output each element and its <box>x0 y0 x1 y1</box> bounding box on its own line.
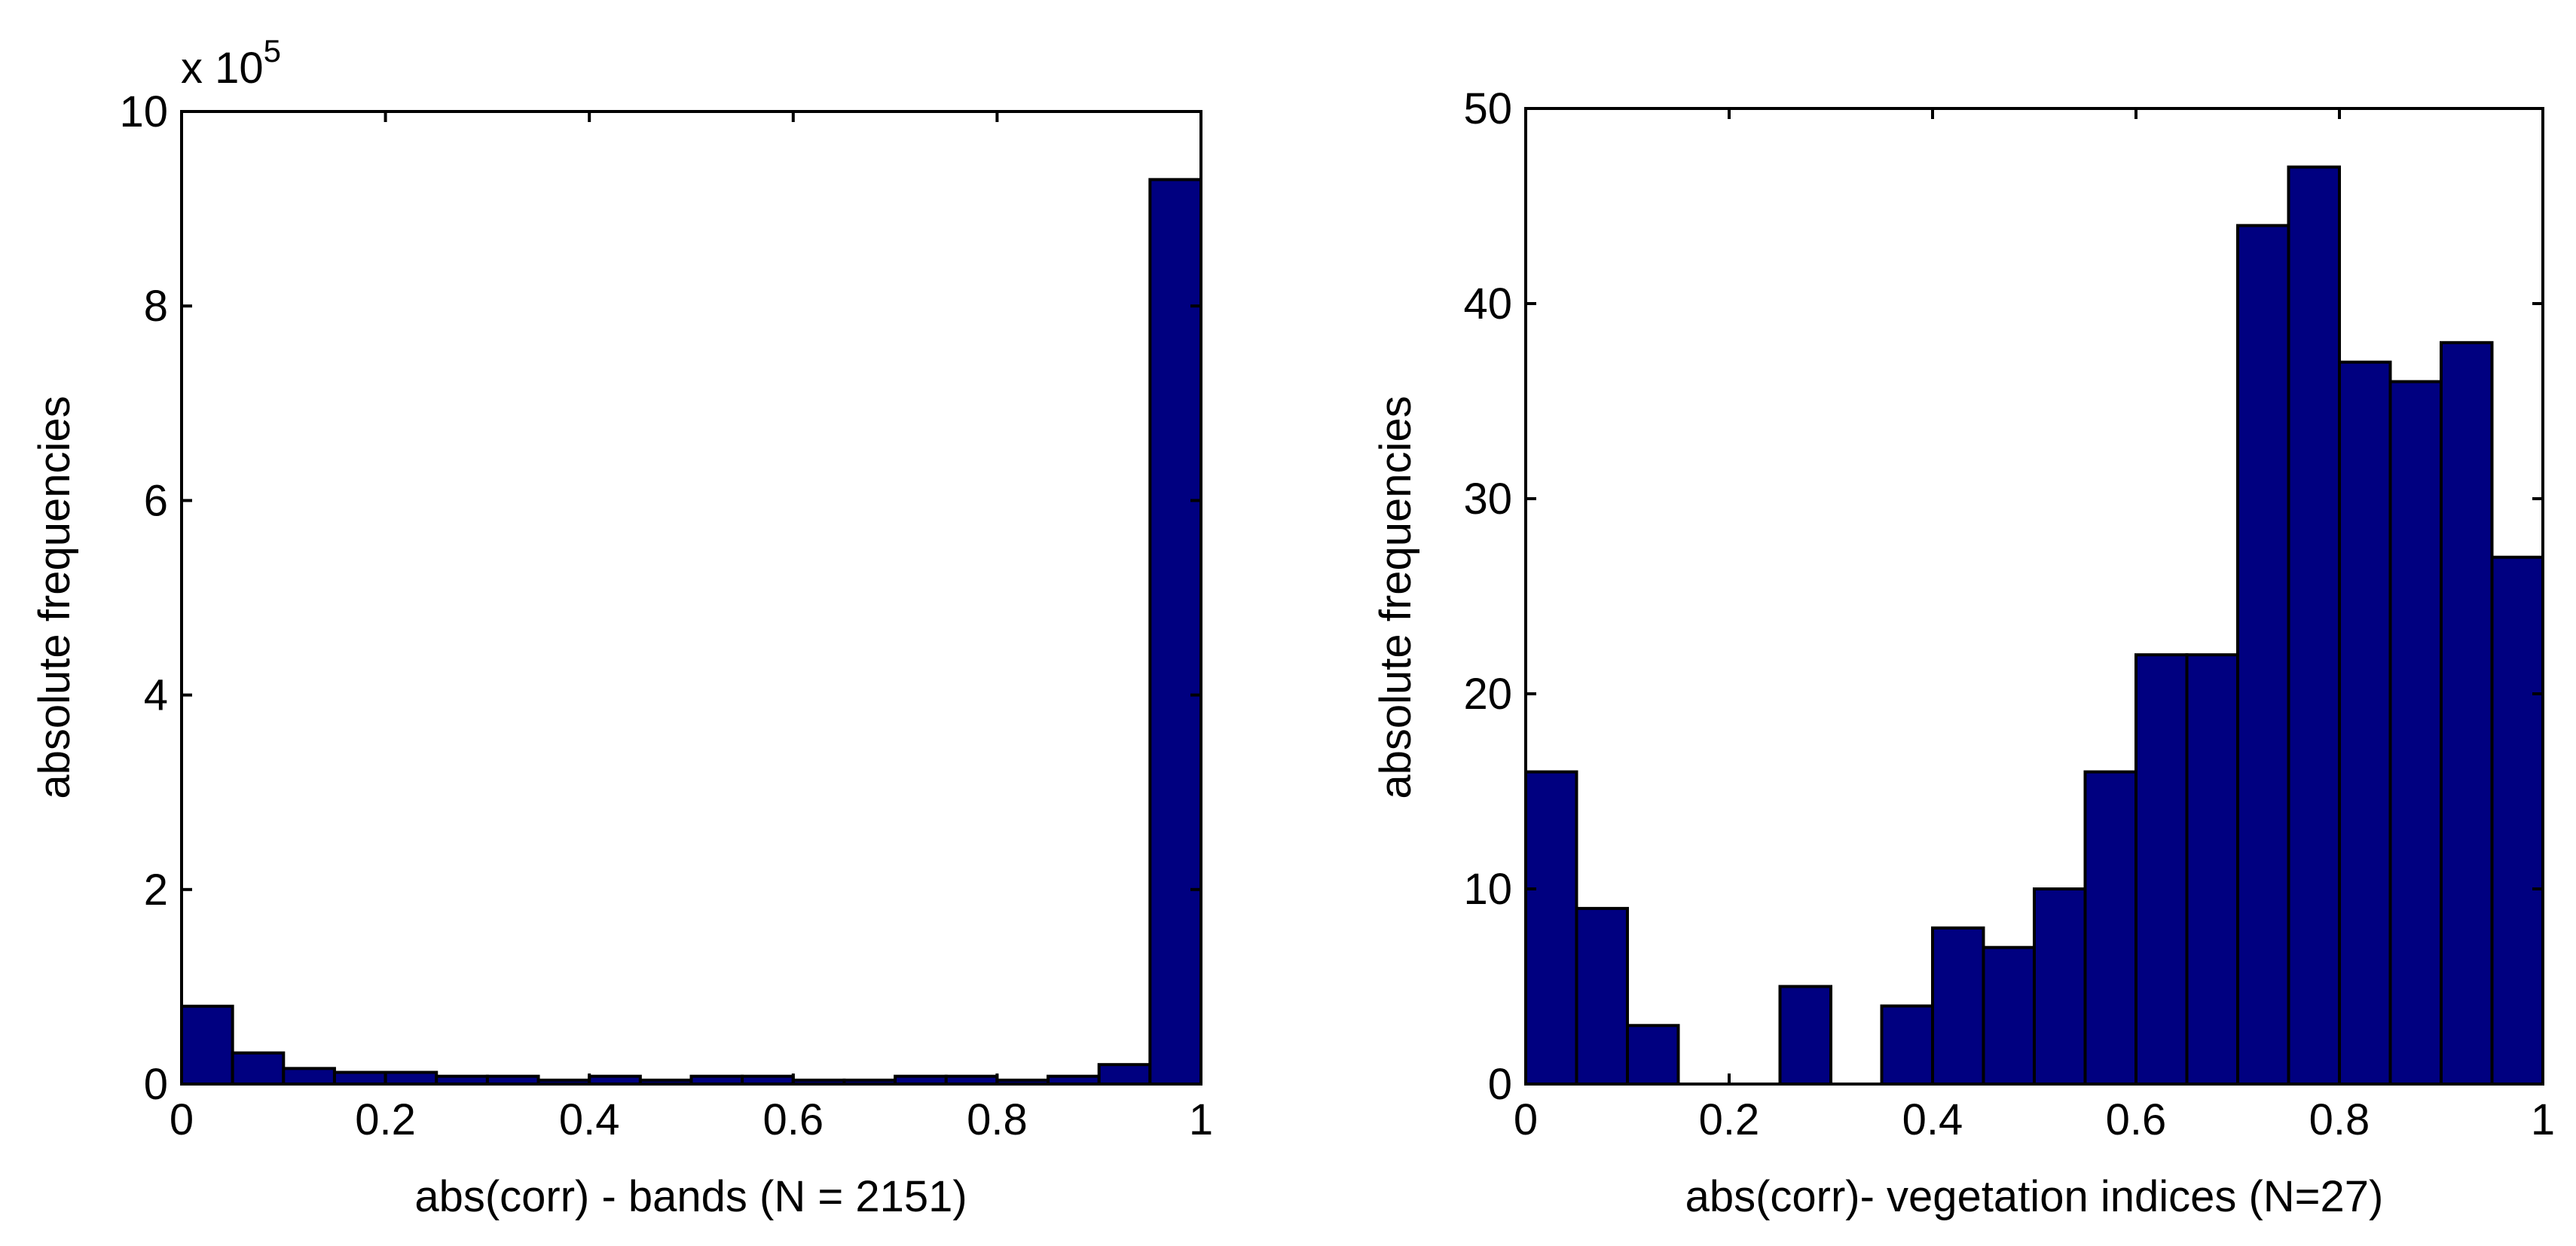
right-y-tick-label-4: 40 <box>1463 279 1512 328</box>
left-bar-2 <box>282 1067 336 1086</box>
right-bar-10 <box>2033 887 2087 1086</box>
left-x-axis-label: abs(corr) - bands (N = 2151) <box>414 1172 967 1221</box>
left-y-tick-label-3: 6 <box>144 476 168 525</box>
right-y-tick-label-1: 10 <box>1463 865 1512 914</box>
right-bar-15 <box>2287 165 2341 1086</box>
left-bar-19 <box>1148 178 1202 1086</box>
left-y-tick-label-2: 4 <box>144 671 168 720</box>
right-bar-11 <box>2083 770 2137 1086</box>
right-bar-5 <box>1778 985 1832 1086</box>
right-x-axis-label: abs(corr)- vegetation indices (N=27) <box>1685 1172 2384 1221</box>
left-x-tick-label-0: 0 <box>170 1095 194 1144</box>
right-plot-frame <box>1524 107 2544 1086</box>
left-x-tick-label-4: 0.8 <box>967 1095 1028 1144</box>
right-bar-1 <box>1575 906 1629 1086</box>
left-y-multiplier: x 105 <box>181 33 281 93</box>
right-bar-14 <box>2236 224 2290 1086</box>
left-y-axis-label: absolute frequencies <box>30 395 79 799</box>
left-x-tick-label-5: 1 <box>1189 1095 1213 1144</box>
right-bar-19 <box>2490 555 2544 1086</box>
right-y-tick-label-0: 0 <box>1488 1060 1512 1109</box>
right-bar-18 <box>2440 341 2494 1086</box>
right-x-tick-label-2: 0.4 <box>1902 1095 1963 1144</box>
left-y-tick-label-1: 2 <box>144 866 168 915</box>
right-x-tick-label-5: 1 <box>2531 1095 2555 1144</box>
left-plot-frame <box>180 110 1202 1086</box>
left-y-tick-label-5: 10 <box>119 87 168 136</box>
left-y-tick-label-0: 0 <box>144 1060 168 1109</box>
left-bar-1 <box>231 1051 286 1086</box>
left-y-multiplier-exponent: 5 <box>264 33 281 69</box>
left-bar-4 <box>383 1070 439 1086</box>
right-bar-17 <box>2388 380 2443 1086</box>
left-x-tick-label-2: 0.4 <box>559 1095 620 1144</box>
left-bar-3 <box>332 1070 387 1086</box>
right-bar-7 <box>1880 1004 1934 1086</box>
right-y-tick-label-2: 20 <box>1463 670 1512 719</box>
right-y-tick-label-5: 50 <box>1463 84 1512 133</box>
right-bars <box>1524 165 2544 1086</box>
right-y-tick-label-3: 30 <box>1463 475 1512 524</box>
right-x-tick-label-4: 0.8 <box>2309 1095 2370 1144</box>
right-x-tick-label-0: 0 <box>1514 1095 1538 1144</box>
left-x-tick-label-3: 0.6 <box>762 1095 824 1144</box>
left-x-tick-label-1: 0.2 <box>355 1095 416 1144</box>
left-bar-0 <box>180 1004 234 1086</box>
left-y-multiplier-base: x 10 <box>181 44 264 93</box>
right-bar-2 <box>1626 1024 1680 1086</box>
right-bar-16 <box>2338 360 2392 1086</box>
right-y-axis-label: absolute frequencies <box>1371 395 1420 799</box>
right-bar-9 <box>1982 945 2036 1086</box>
right-x-tick-label-1: 0.2 <box>1699 1095 1760 1144</box>
right-bar-13 <box>2185 653 2239 1086</box>
left-y-tick-label-4: 8 <box>144 282 168 331</box>
right-x-tick-label-3: 0.6 <box>2106 1095 2167 1144</box>
right-bar-8 <box>1931 926 1985 1086</box>
right-bar-12 <box>2134 653 2189 1086</box>
left-bars <box>180 178 1202 1086</box>
right-bar-0 <box>1524 770 1578 1086</box>
left-bar-18 <box>1097 1063 1152 1086</box>
